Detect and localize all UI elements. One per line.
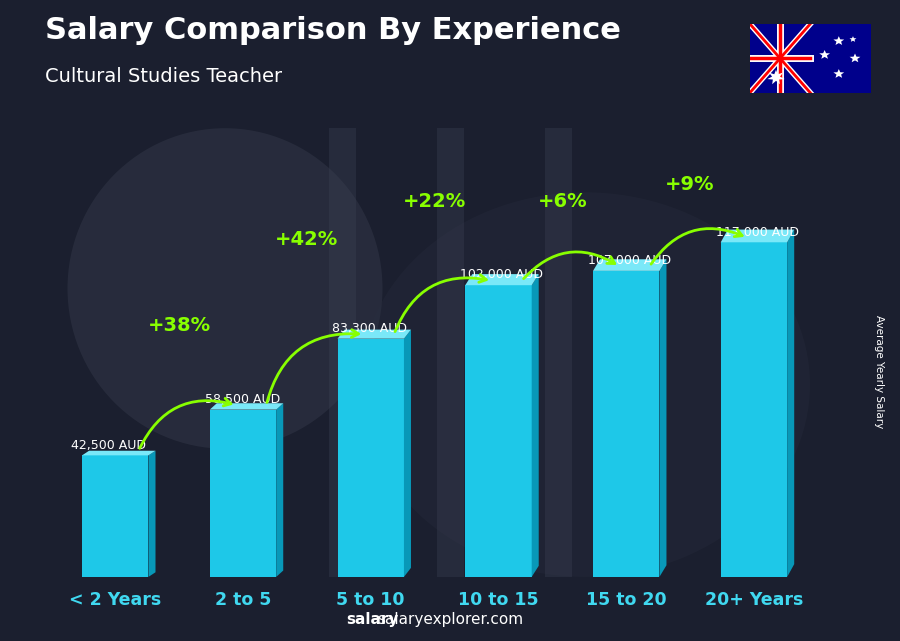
Text: 102,000 AUD: 102,000 AUD <box>460 269 544 281</box>
Text: Cultural Studies Teacher: Cultural Studies Teacher <box>45 67 282 87</box>
Polygon shape <box>82 455 148 577</box>
Polygon shape <box>210 403 284 410</box>
Polygon shape <box>148 451 156 577</box>
Polygon shape <box>338 329 411 338</box>
Bar <box>544 128 572 577</box>
Text: +9%: +9% <box>665 175 715 194</box>
Ellipse shape <box>360 192 810 577</box>
Text: 107,000 AUD: 107,000 AUD <box>588 254 671 267</box>
Polygon shape <box>660 259 667 577</box>
Polygon shape <box>338 338 404 577</box>
Polygon shape <box>465 274 539 285</box>
Ellipse shape <box>68 128 382 449</box>
Text: salary: salary <box>346 612 399 627</box>
Text: Salary Comparison By Experience: Salary Comparison By Experience <box>45 16 621 45</box>
Polygon shape <box>82 451 156 455</box>
Polygon shape <box>850 36 857 42</box>
Polygon shape <box>721 229 794 242</box>
Polygon shape <box>593 259 667 271</box>
Polygon shape <box>721 242 788 577</box>
Polygon shape <box>850 53 860 62</box>
Polygon shape <box>788 229 794 577</box>
Polygon shape <box>768 70 785 84</box>
Polygon shape <box>593 271 660 577</box>
Polygon shape <box>833 36 844 45</box>
Text: salaryexplorer.com: salaryexplorer.com <box>377 612 523 627</box>
Text: 117,000 AUD: 117,000 AUD <box>716 226 798 238</box>
Polygon shape <box>819 50 830 59</box>
Polygon shape <box>833 69 844 78</box>
Bar <box>328 128 356 577</box>
Bar <box>436 128 464 577</box>
Polygon shape <box>465 285 532 577</box>
Polygon shape <box>276 403 284 577</box>
Text: +22%: +22% <box>403 192 466 211</box>
Text: 42,500 AUD: 42,500 AUD <box>70 438 146 452</box>
Polygon shape <box>210 410 276 577</box>
Text: 83,300 AUD: 83,300 AUD <box>332 322 408 335</box>
Text: +6%: +6% <box>537 192 587 212</box>
Polygon shape <box>532 274 539 577</box>
Text: +42%: +42% <box>275 231 338 249</box>
Polygon shape <box>404 329 411 577</box>
Text: Average Yearly Salary: Average Yearly Salary <box>874 315 884 428</box>
Text: 58,500 AUD: 58,500 AUD <box>204 393 280 406</box>
Text: +38%: +38% <box>148 316 211 335</box>
